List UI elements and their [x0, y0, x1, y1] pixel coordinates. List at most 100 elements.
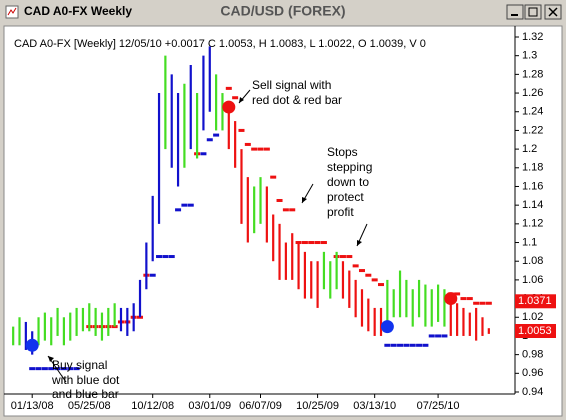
- signal-dot: [380, 320, 394, 334]
- stop-dot: [422, 343, 429, 347]
- stop-dot: [232, 96, 239, 100]
- x-tick-label: 06/07/09: [239, 400, 282, 412]
- stop-dot: [168, 255, 175, 259]
- x-tick-label: 03/13/10: [353, 400, 396, 412]
- maximize-button[interactable]: [524, 4, 542, 20]
- price-flag-label: 1.0371: [518, 295, 552, 307]
- stop-dot: [365, 273, 372, 277]
- y-tick-label: 1.2: [522, 143, 537, 155]
- stop-dot: [73, 367, 80, 371]
- stop-dot: [454, 292, 461, 296]
- x-tick-label: 01/13/08: [11, 400, 54, 412]
- stop-dot: [29, 367, 36, 371]
- stop-dot: [314, 241, 321, 245]
- window-title: CAD A0-FX Weekly: [24, 4, 132, 18]
- stop-dot: [466, 297, 473, 301]
- stop-dot: [397, 343, 404, 347]
- stop-dot: [416, 343, 423, 347]
- stop-dot: [378, 283, 385, 287]
- stop-dot: [225, 86, 232, 90]
- stop-dot: [479, 301, 486, 305]
- stop-dot: [289, 208, 296, 212]
- annotation-text: profit: [327, 205, 354, 219]
- arrow-head: [48, 356, 54, 362]
- x-tick-label: 07/25/10: [417, 400, 460, 412]
- stop-dot: [390, 343, 397, 347]
- y-tick-label: 1.22: [522, 124, 543, 136]
- stop-dot: [339, 255, 346, 259]
- title-bar: [2, 2, 564, 22]
- y-tick-label: 1.3: [522, 50, 537, 62]
- stop-dot: [409, 343, 416, 347]
- stop-dot: [244, 142, 251, 146]
- y-tick-label: 1.14: [522, 199, 543, 211]
- info-line: CAD A0-FX [Weekly] 12/05/10 +0.0017 C 1.…: [14, 38, 426, 50]
- x-tick-label: 05/25/08: [68, 400, 111, 412]
- maximize-glyph: [528, 7, 538, 17]
- signal-dot: [444, 292, 458, 306]
- y-tick-label: 1.02: [522, 311, 543, 323]
- stop-dot: [384, 343, 391, 347]
- price-flag: [515, 323, 556, 338]
- y-tick-label: 1.28: [522, 68, 543, 80]
- stop-dot: [352, 264, 359, 268]
- annotation-text: down to: [327, 175, 369, 189]
- stop-dot: [276, 198, 283, 202]
- stop-dot: [54, 367, 61, 371]
- stop-dot: [441, 334, 448, 338]
- annotation-text: and blue bar: [52, 387, 119, 401]
- arrow-head: [302, 197, 307, 203]
- stop-dot: [48, 367, 55, 371]
- stop-dot: [371, 278, 378, 282]
- stop-dot: [35, 367, 42, 371]
- stop-dot: [428, 334, 435, 338]
- chart-panel: [3, 25, 563, 417]
- chart-title: CAD/USD (FOREX): [220, 3, 345, 19]
- window-buttons: [506, 4, 562, 20]
- stop-dot: [251, 147, 258, 151]
- y-tick-label: 1.06: [522, 274, 543, 286]
- stop-dot: [238, 128, 245, 132]
- stop-dot: [320, 241, 327, 245]
- stop-dot: [41, 367, 48, 371]
- arrow-head: [239, 97, 244, 103]
- stop-dot: [200, 152, 207, 156]
- annotations: Sell signal with red dot & red bar Stops…: [47, 78, 372, 401]
- x-tick-label: 10/25/09: [296, 400, 339, 412]
- stop-dot: [403, 343, 410, 347]
- stop-dot: [149, 273, 156, 277]
- stop-dot: [206, 138, 213, 142]
- y-tick-label: 1.08: [522, 255, 543, 267]
- y-tick-label: 0.98: [522, 349, 543, 361]
- stop-dot: [60, 367, 67, 371]
- y-tick-label: 1.12: [522, 218, 543, 230]
- stop-dot: [270, 175, 277, 179]
- stop-dot: [263, 147, 270, 151]
- stop-dot: [460, 297, 467, 301]
- signal-dot: [25, 338, 39, 352]
- stop-dot: [162, 255, 169, 259]
- annotation-text: Stops: [327, 145, 358, 159]
- price-flag: [515, 294, 556, 309]
- annotation-text: red dot & red bar: [252, 93, 342, 107]
- y-tick-label: 1.24: [522, 106, 543, 118]
- minimize-button[interactable]: [506, 4, 524, 20]
- annotation-text: Sell signal with: [252, 78, 331, 92]
- stop-dot: [485, 301, 492, 305]
- x-tick-label: 10/12/08: [131, 400, 174, 412]
- price-flag-label: 1.0053: [518, 325, 552, 337]
- plot-area: 0.940.960.9811.021.041.061.081.11.121.14…: [11, 31, 556, 412]
- stop-dot: [435, 334, 442, 338]
- stop-dot: [473, 301, 480, 305]
- stop-dot: [346, 255, 353, 259]
- stop-dot: [156, 255, 163, 259]
- y-tick-label: 1.16: [522, 180, 543, 192]
- y-tick-label: 1.18: [522, 162, 543, 174]
- annotation-text: stepping: [327, 160, 372, 174]
- close-glyph: [548, 7, 558, 17]
- annotation-text: Buy signal: [52, 358, 107, 372]
- app-icon-glyph: [7, 7, 17, 16]
- signal-dot: [222, 100, 236, 114]
- y-tick-label: 1.26: [522, 87, 543, 99]
- annotation-text: with blue dot: [51, 373, 120, 387]
